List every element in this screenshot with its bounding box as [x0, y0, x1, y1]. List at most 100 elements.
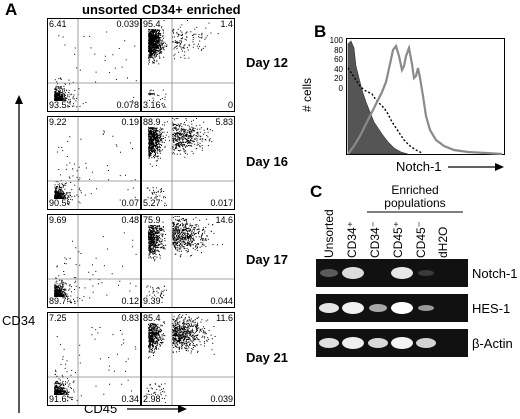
quadrant-upper-right-value: 1.4: [220, 19, 233, 29]
dot-cloud: [54, 327, 137, 402]
enriched-populations-label: Enriched populations: [360, 184, 470, 210]
quadrant-lower-right-value: 0: [227, 100, 233, 110]
facs-plot-unsorted: 6.41 0.039 93.5 0.078: [47, 18, 141, 112]
facs-dots: [142, 313, 234, 405]
quadrant-lower-left-value: 91.6: [49, 394, 67, 404]
quadrant-upper-left-value: 6.41: [49, 19, 67, 29]
quadrant-lower-left-value: 90.5: [49, 198, 67, 208]
lane-label-cd45-pos: CD45⁺: [391, 220, 405, 258]
cd34-axis-label: CD34: [2, 313, 36, 328]
quadrant-lower-right-value: 0.34: [121, 394, 139, 404]
quadrant-lower-right-value: 0.017: [210, 198, 233, 208]
quadrant-lower-right-value: 0.12: [121, 296, 139, 306]
cd34-axis-arrow: [15, 95, 23, 413]
dot-cloud-path: [146, 314, 216, 404]
quadrant-upper-left-value: 9.69: [49, 215, 67, 225]
lane-label-cd34-pos: CD34⁺: [345, 220, 359, 258]
quadrant-lower-right-value: 0.039: [210, 394, 233, 404]
dot-cloud: [146, 314, 216, 404]
quadrant-lower-left-value: 89.7: [49, 296, 67, 306]
dot-cloud: [146, 118, 213, 207]
day-label-21: Day 21: [246, 350, 288, 365]
quadrant-upper-right-value: 0.039: [116, 19, 139, 29]
facs-plot-enriched: 85.4 11.6 2.98 0.039: [141, 312, 235, 406]
dot-cloud: [54, 130, 136, 206]
quadrant-upper-left-value: 88.9: [143, 117, 161, 127]
facs-plot-unsorted: 9.22 0.19 90.5 0.07: [47, 116, 141, 210]
y-tick: 0: [338, 83, 343, 93]
quadrant-lower-left-value: 2.98: [143, 394, 161, 404]
quadrant-upper-left-value: 9.22: [49, 117, 67, 127]
dot-cloud-path: [54, 130, 136, 206]
day-label-16: Day 16: [246, 154, 288, 169]
quadrant-upper-left-value: 85.4: [143, 313, 161, 323]
quadrant-lower-left-value: 93.5: [49, 100, 67, 110]
facs-dots: [48, 19, 140, 111]
facs-dots: [48, 215, 140, 307]
quadrant-lower-left-value: 9.39: [143, 296, 161, 306]
y-tick: 20: [334, 74, 343, 84]
dot-cloud-path: [54, 327, 137, 402]
day-label-12: Day 12: [246, 55, 288, 70]
dot-cloud: [146, 20, 219, 110]
lane-label-cd34-neg: CD34⁻: [368, 220, 382, 258]
y-tick: 100: [329, 36, 343, 45]
y-tick: 60: [334, 55, 343, 65]
facs-dots: [142, 215, 234, 307]
column-header-enriched: CD34+ enriched: [142, 2, 241, 17]
quadrant-lower-left-value: 3.16: [143, 100, 161, 110]
group-label-line: populations: [384, 196, 446, 210]
group-bracket: [367, 211, 463, 213]
panel-c-label: C: [310, 182, 323, 201]
quadrant-lower-right-value: 0.078: [116, 100, 139, 110]
facs-plot-enriched: 88.9 5.83 5.27 0.017: [141, 116, 235, 210]
gel-notch1: [316, 259, 468, 287]
y-tick: 40: [334, 64, 343, 74]
quadrant-upper-right-value: 14.6: [215, 215, 233, 225]
day-label-17: Day 17: [246, 252, 288, 267]
histogram-notch1-curve: [347, 43, 503, 156]
facs-plot-unsorted: 9.69 0.48 89.7 0.12: [47, 214, 141, 308]
quadrant-lower-right-value: 0.044: [210, 296, 233, 306]
facs-plot-enriched: 95.4 1.4 3.16 0: [141, 18, 235, 112]
lane-label-unsorted: Unsorted: [322, 209, 336, 258]
dot-cloud-path: [146, 118, 213, 207]
y-tick: 80: [334, 45, 343, 55]
quadrant-upper-right-value: 11.6: [216, 313, 233, 323]
histogram-x-axis-label: Notch-1: [396, 159, 442, 174]
dot-cloud-path: [146, 216, 223, 306]
quadrant-upper-right-value: 0.19: [121, 117, 139, 127]
notch1-histogram: [346, 38, 505, 156]
dot-cloud-path: [54, 31, 137, 108]
lane-label-cd45-neg: CD45⁻: [414, 220, 428, 258]
quadrant-upper-left-value: 95.4: [143, 19, 161, 29]
histogram-y-ticks: 100 80 60 40 20 0: [329, 36, 343, 94]
dot-cloud: [146, 216, 223, 306]
facs-dots: [48, 313, 140, 405]
dot-cloud: [54, 232, 137, 304]
gene-label-notch1: Notch-1: [472, 266, 518, 281]
facs-plot-enriched: 75.9 14.6 9.39 0.044: [141, 214, 235, 308]
cd45-axis-arrow: [127, 405, 187, 413]
quadrant-lower-left-value: 5.27: [143, 198, 161, 208]
histogram-dotted-curve: [347, 67, 423, 154]
notch1-axis-arrow: [448, 163, 504, 171]
gel-beta-actin: [316, 329, 468, 357]
quadrant-upper-left-value: 7.25: [49, 313, 67, 323]
facs-dots: [142, 117, 234, 209]
dot-cloud-path: [146, 20, 219, 110]
group-label-line: Enriched: [391, 183, 439, 197]
histogram-y-axis-label: # cells: [300, 77, 314, 112]
histogram-control-fill: [347, 40, 409, 155]
column-header-unsorted: unsorted: [82, 2, 138, 17]
facs-dots: [142, 19, 234, 111]
lane-label-dh2o: dH2O: [436, 226, 450, 258]
dot-cloud-path: [54, 232, 137, 304]
quadrant-upper-right-value: 0.83: [121, 313, 139, 323]
gene-label-hes1: HES-1: [472, 301, 511, 316]
quadrant-upper-right-value: 0.48: [121, 215, 139, 225]
facs-dots: [48, 117, 140, 209]
panel-a-label: A: [5, 0, 18, 19]
quadrant-upper-right-value: 5.83: [215, 117, 233, 127]
facs-plot-unsorted: 7.25 0.83 91.6 0.34: [47, 312, 141, 406]
